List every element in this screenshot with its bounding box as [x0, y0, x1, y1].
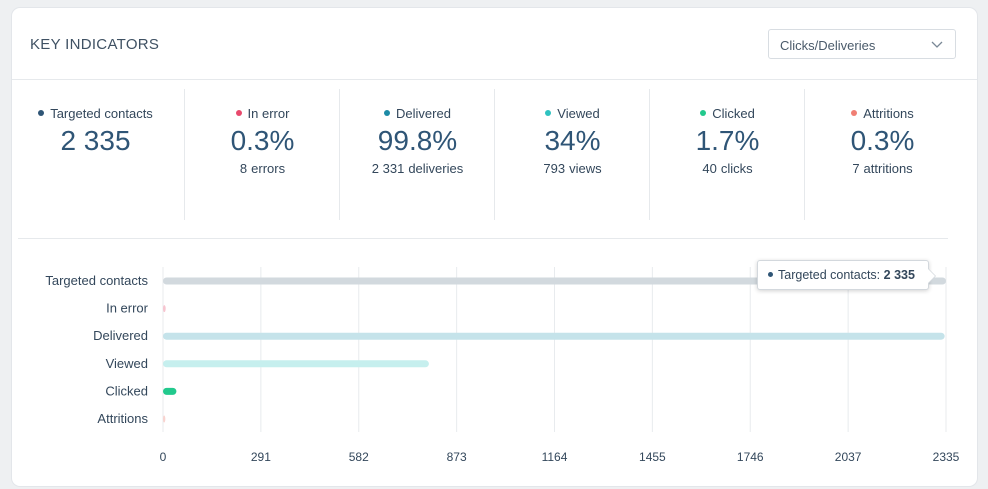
status-dot-icon [700, 110, 707, 116]
kpi-divider [339, 89, 340, 220]
tooltip-value: 2 335 [883, 268, 915, 282]
x-tick-label: 1455 [639, 450, 666, 464]
kpi-targeted-contacts: Targeted contacts 2 335 [18, 89, 173, 220]
kpi-delivered: Delivered 99.8% 2 331 deliveries [340, 89, 495, 220]
kpi-label: Viewed [557, 106, 600, 121]
section-divider [18, 238, 948, 239]
kpi-value: 34% [544, 125, 601, 156]
x-tick-label: 582 [349, 450, 369, 464]
kpi-sub-text: attritions [863, 161, 913, 176]
status-dot-icon [851, 110, 858, 116]
card-title: KEY INDICATORS [30, 36, 160, 53]
tooltip-label: Targeted contacts: [778, 268, 881, 282]
x-tick-label: 2335 [933, 450, 960, 464]
y-category-label: Attritions [97, 411, 148, 426]
x-tick-label: 2037 [835, 450, 862, 464]
chart-tooltip: Targeted contacts: 2 335 [757, 260, 936, 290]
kpi-divider [494, 89, 495, 220]
kpi-attritions: Attritions 0.3% 7 attritions [805, 89, 960, 220]
bar-in-error [163, 305, 166, 313]
series-dot-icon [768, 272, 773, 277]
kpi-viewed: Viewed 34% 793 views [495, 89, 650, 220]
bar-targeted-contacts [163, 277, 946, 285]
y-category-label: Viewed [106, 356, 148, 371]
status-dot-icon [384, 110, 391, 116]
chevron-down-icon [931, 41, 943, 48]
kpi-clicked: Clicked 1.7% 40 clicks [650, 89, 805, 220]
y-category-label: Delivered [93, 328, 148, 343]
kpi-sub-count: 2 331 [371, 161, 405, 176]
kpi-value: 0.3% [850, 125, 915, 156]
x-tick-label: 291 [251, 450, 271, 464]
kpi-sub-count: 40 [702, 161, 717, 176]
kpi-sub-text: clicks [720, 161, 753, 176]
bar-viewed [163, 360, 429, 368]
kpi-sub-count: 8 [239, 161, 248, 176]
bar-attritions [163, 415, 166, 423]
x-tick-label: 1164 [542, 450, 568, 464]
kpi-label: Delivered [396, 106, 451, 121]
kpi-value: 2 335 [60, 125, 131, 156]
kpi-divider [804, 89, 805, 220]
kpi-label: Targeted contacts [50, 106, 153, 121]
x-tick-label: 1746 [737, 450, 764, 464]
y-category-label: Targeted contacts [45, 273, 148, 288]
kpi-value: 99.8% [377, 125, 458, 156]
kpi-in-error: In error 0.3% 8 errors [185, 89, 340, 220]
kpi-sub-count: 7 [852, 161, 860, 176]
bar-clicked [163, 387, 177, 395]
bar-delivered [163, 332, 945, 340]
x-tick-label: 873 [447, 450, 467, 464]
kpi-value: 0.3% [230, 125, 295, 156]
x-tick-label: 0 [160, 450, 167, 464]
status-dot-icon [38, 110, 45, 116]
status-dot-icon [235, 110, 242, 116]
kpi-label: Attritions [863, 106, 914, 121]
metric-select[interactable]: Clicks/Deliveries [768, 29, 956, 59]
kpi-sub-text: errors [251, 161, 286, 176]
kpi-divider [649, 89, 650, 220]
kpi-sub-text: deliveries [408, 161, 464, 176]
metric-select-value: Clicks/Deliveries [780, 38, 876, 53]
y-category-label: In error [106, 301, 149, 316]
y-category-label: Clicked [105, 383, 148, 398]
key-indicators-card: KEY INDICATORS Clicks/Deliveries [12, 8, 977, 486]
kpi-sub-count: 793 [543, 161, 566, 176]
kpi-divider [184, 89, 185, 220]
status-dot-icon [545, 110, 552, 116]
card-header: KEY INDICATORS Clicks/Deliveries [12, 8, 977, 80]
kpi-sub-text: views [569, 161, 602, 176]
kpi-label: In error [247, 106, 290, 121]
kpi-label: Clicked [712, 106, 755, 121]
kpi-value: 1.7% [695, 125, 760, 156]
